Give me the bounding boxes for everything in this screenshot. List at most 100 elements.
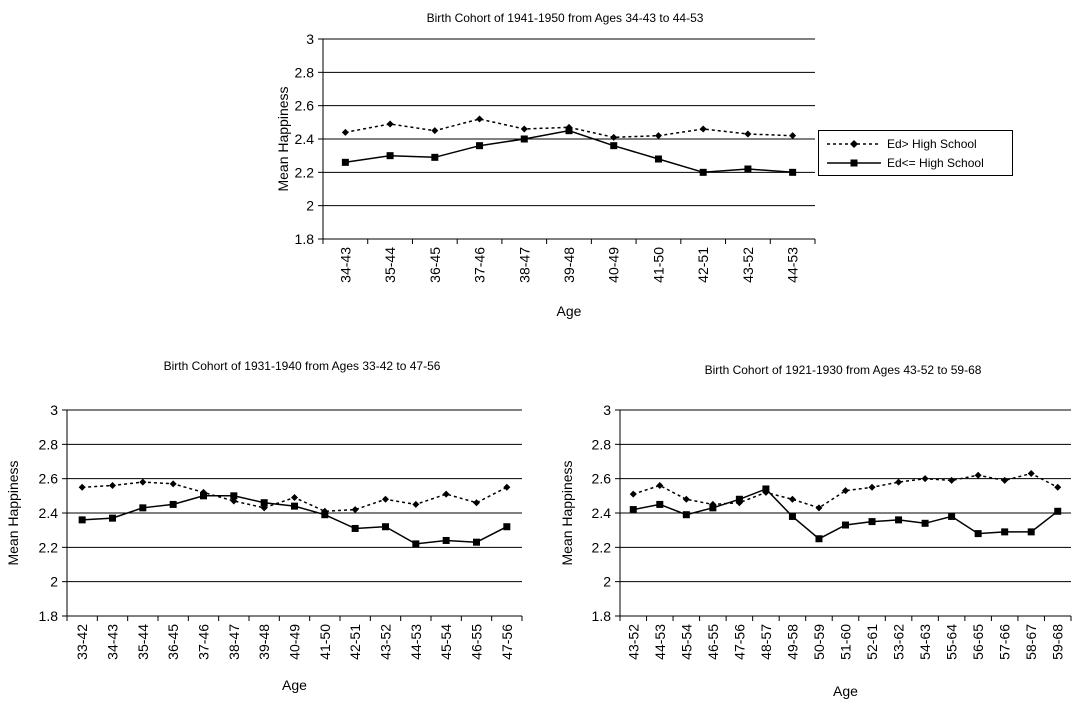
data-point-square — [868, 518, 876, 526]
data-point-diamond — [921, 475, 929, 483]
x-tick-label: 52-61 — [864, 624, 880, 660]
x-tick-label: 57-66 — [997, 624, 1013, 660]
x-tick-label: 47-56 — [731, 624, 747, 660]
data-point-square — [1001, 528, 1009, 536]
data-point-diamond — [815, 504, 823, 512]
y-tick-label: 2.8 — [295, 64, 315, 80]
data-point-square — [682, 511, 690, 519]
x-tick-label: 37-46 — [196, 624, 212, 660]
data-point-square — [351, 524, 359, 532]
data-point-square — [109, 514, 116, 522]
data-point-square — [382, 523, 389, 531]
y-tick-label: 2.4 — [39, 505, 59, 521]
x-tick-label: 41-50 — [650, 247, 666, 283]
data-point-square — [656, 500, 664, 508]
x-axis-label: Age — [282, 677, 307, 693]
x-tick-label: 53-62 — [891, 624, 907, 660]
x-tick-label: 51-60 — [838, 624, 854, 660]
x-tick-label: 58-67 — [1023, 624, 1039, 660]
data-point-square — [1027, 528, 1035, 536]
x-axis-label: Age — [557, 303, 582, 319]
data-point-diamond — [442, 490, 450, 498]
data-point-square — [629, 506, 637, 514]
y-tick-label: 1.8 — [295, 231, 315, 247]
data-point-diamond — [503, 483, 511, 491]
data-point-square — [762, 485, 770, 493]
chart-title: Birth Cohort of 1941-1950 from Ages 34-4… — [427, 11, 704, 25]
data-point-square — [565, 127, 573, 135]
x-tick-label: 40-49 — [287, 624, 303, 660]
x-tick-label: 43-52 — [740, 247, 756, 283]
data-point-diamond — [1001, 476, 1009, 484]
x-tick-label: 42-51 — [347, 624, 363, 660]
data-point-square — [815, 535, 823, 543]
data-point-diamond — [868, 483, 876, 491]
data-point-diamond — [386, 120, 394, 128]
data-point-square — [744, 165, 752, 173]
x-tick-label: 49-58 — [784, 624, 800, 660]
x-tick-label: 40-49 — [606, 247, 622, 283]
x-tick-label: 44-53 — [652, 624, 668, 660]
y-tick-label: 2.2 — [39, 539, 59, 555]
x-tick-label: 33-42 — [74, 624, 90, 660]
y-tick-label: 2 — [603, 574, 611, 590]
data-point-square — [78, 516, 86, 524]
x-tick-label: 43-52 — [378, 624, 394, 660]
data-point-square — [386, 152, 394, 160]
y-tick-label: 2.8 — [39, 436, 59, 452]
x-tick-label: 34-43 — [337, 247, 353, 283]
data-point-square — [291, 502, 298, 510]
x-tick-label: 39-48 — [561, 247, 577, 283]
chart-title: Birth Cohort of 1921-1930 from Ages 43-5… — [705, 363, 982, 377]
data-point-diamond — [699, 125, 707, 133]
legend-solid-square-icon — [827, 159, 881, 167]
y-axis-label: Mean Happiness — [559, 460, 575, 565]
x-tick-label: 36-45 — [165, 624, 181, 660]
y-tick-label: 3 — [306, 31, 314, 47]
data-point-square — [260, 499, 268, 507]
data-point-square — [473, 538, 480, 546]
x-tick-label: 38-47 — [226, 624, 242, 660]
x-tick-label: 45-54 — [438, 624, 454, 660]
legend-label-ed-gt: Ed> High School — [887, 137, 977, 151]
y-axis-label: Mean Happiness — [275, 86, 291, 191]
data-point-square — [476, 142, 484, 150]
data-point-diamond — [139, 478, 147, 486]
x-tick-label: 46-55 — [705, 624, 721, 660]
data-point-square — [341, 158, 349, 166]
x-tick-label: 44-53 — [408, 624, 424, 660]
x-tick-label: 45-54 — [678, 624, 694, 660]
y-axis-label: Mean Happiness — [5, 460, 21, 565]
x-tick-label: 41-50 — [317, 624, 333, 660]
data-point-diamond — [351, 506, 359, 514]
data-point-diamond — [656, 482, 664, 490]
data-point-diamond — [476, 115, 484, 123]
x-tick-label: 59-68 — [1050, 624, 1066, 660]
y-tick-label: 2 — [306, 198, 314, 214]
data-point-diamond — [610, 133, 618, 141]
y-tick-label: 1.8 — [39, 608, 59, 624]
data-point-diamond — [341, 128, 349, 136]
series-line-ed-gt-high-school — [345, 118, 793, 139]
y-tick-label: 2.4 — [295, 131, 315, 147]
data-point-square — [789, 168, 797, 176]
legend-dotted-diamond-icon — [827, 140, 881, 148]
data-point-square — [503, 523, 511, 531]
data-point-square — [1054, 507, 1062, 515]
data-point-diamond — [473, 499, 480, 507]
data-point-square — [699, 168, 707, 176]
x-tick-label: 48-57 — [758, 624, 774, 660]
data-point-diamond — [412, 500, 420, 508]
x-tick-label: 47-56 — [499, 624, 515, 660]
data-point-diamond — [431, 127, 439, 135]
x-tick-label: 54-63 — [917, 624, 933, 660]
y-tick-label: 2.8 — [592, 436, 612, 452]
x-tick-label: 55-64 — [944, 624, 960, 660]
x-tick-label: 46-55 — [469, 624, 485, 660]
y-tick-label: 2.2 — [295, 164, 315, 180]
data-point-square — [520, 135, 528, 143]
data-point-square — [948, 512, 956, 520]
data-point-square — [169, 500, 177, 508]
data-point-diamond — [948, 476, 956, 484]
